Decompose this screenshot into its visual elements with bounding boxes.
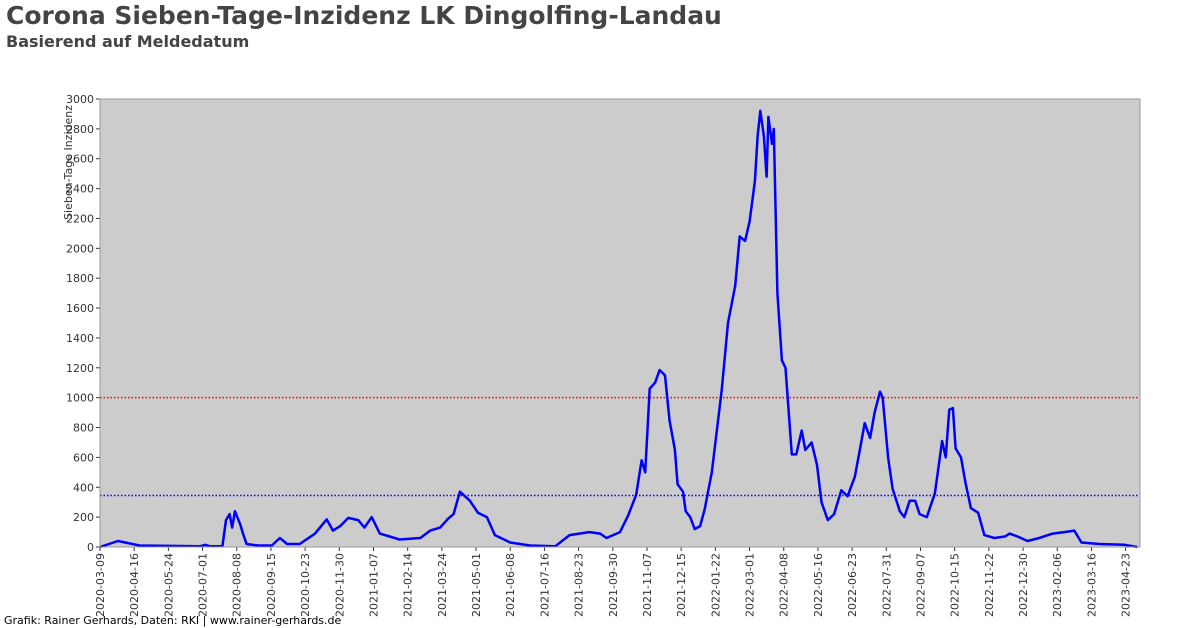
x-tick-label: 2022-01-22 [709, 553, 722, 617]
x-tick-label: 2022-05-16 [812, 553, 825, 617]
x-tick-label: 2022-10-15 [949, 553, 962, 617]
data-line [99, 109, 1138, 549]
y-tick-label: 200 [73, 511, 94, 524]
x-tick-label: 2020-05-24 [162, 553, 175, 617]
y-tick-label: 400 [73, 481, 94, 494]
chart-subtitle: Basierend auf Meldedatum [6, 32, 249, 51]
y-tick-label: 2400 [66, 183, 94, 196]
x-tick-label: 2022-09-07 [914, 553, 927, 617]
y-tick-label: 600 [73, 451, 94, 464]
x-tick-label: 2022-03-01 [744, 553, 757, 617]
y-tick-label: 2800 [66, 123, 94, 136]
x-tick-label: 2021-06-08 [504, 553, 517, 617]
y-tick-label: 1600 [66, 302, 94, 315]
x-tick-label: 2021-08-23 [573, 553, 586, 617]
x-tick-label: 2021-05-01 [470, 553, 483, 617]
y-axis-label: Sieben-Tage Inzidenz [62, 105, 75, 220]
y-tick-label: 2600 [66, 153, 94, 166]
y-tick-label: 1000 [66, 392, 94, 405]
x-tick-label: 2020-11-30 [333, 553, 346, 617]
plot-frame [99, 98, 1141, 548]
x-tick-label: 2022-12-30 [1017, 553, 1030, 617]
x-tick-label: 2022-11-22 [983, 553, 996, 617]
x-tick-label: 2021-03-24 [436, 553, 449, 617]
chart-title: Corona Sieben-Tage-Inzidenz LK Dingolfin… [6, 1, 722, 30]
x-tick-label: 2020-09-15 [265, 553, 278, 617]
y-tick-label: 2000 [66, 242, 94, 255]
x-tick-label: 2020-08-08 [231, 553, 244, 617]
x-tick-label: 2021-11-07 [641, 553, 654, 617]
x-tick-label: 2023-04-23 [1120, 553, 1133, 617]
x-tick-label: 2021-12-15 [675, 553, 688, 617]
x-tick-label: 2020-03-09 [94, 553, 107, 617]
y-tick-label: 800 [73, 422, 94, 435]
x-tick-label: 2020-04-16 [128, 553, 141, 617]
y-tick-label: 1400 [66, 332, 94, 345]
y-tick-label: 1800 [66, 272, 94, 285]
x-tick-label: 2021-09-30 [607, 553, 620, 617]
x-tick-label: 2020-10-23 [299, 553, 312, 617]
x-tick-label: 2023-03-16 [1085, 553, 1098, 617]
plot-background [100, 99, 1140, 547]
y-tick-label: 1200 [66, 362, 94, 375]
x-tick-label: 2022-06-23 [846, 553, 859, 617]
x-tick-label: 2020-07-01 [197, 553, 210, 617]
footer: Grafik: Rainer Gerhards, Daten: RKI | ww… [4, 614, 342, 627]
x-tick-label: 2022-04-08 [778, 553, 791, 617]
x-tick-label: 2022-07-31 [880, 553, 893, 617]
x-tick-label: 2021-07-16 [538, 553, 551, 617]
y-tick-label: 0 [87, 541, 94, 554]
x-tick-label: 2021-02-14 [402, 553, 415, 617]
y-tick-label: 3000 [66, 93, 94, 106]
x-tick-label: 2021-01-07 [367, 553, 380, 617]
x-tick-label: 2023-02-06 [1051, 553, 1064, 617]
y-tick-label: 2200 [66, 212, 94, 225]
